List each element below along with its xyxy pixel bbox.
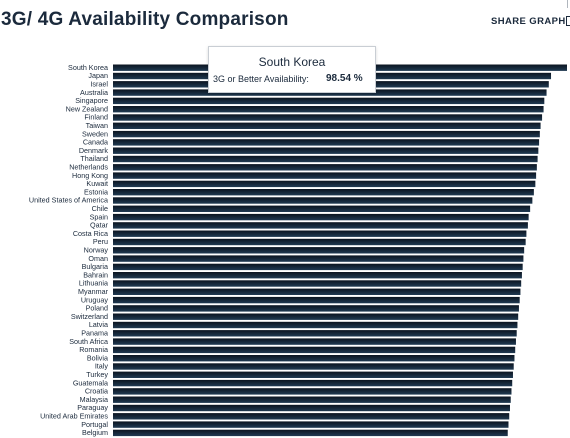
category-label: Hungary [81,436,109,438]
bar-taiwan[interactable] [113,122,541,129]
category-label: New Zealand [66,104,108,113]
bar-peru[interactable] [113,238,526,246]
category-label: Italy [95,362,109,371]
bar-panama[interactable] [113,330,517,337]
category-label: Canada [83,138,108,147]
bar-new-zealand[interactable] [113,106,544,113]
tooltip-metric-label: 3G or Better Availability: [213,74,309,84]
bar-latvia[interactable] [113,321,518,329]
category-label: Estonia [84,187,108,196]
bar-myanmar[interactable] [113,288,521,295]
bar-bulgaria[interactable] [113,263,523,271]
bar-canada[interactable] [113,139,540,146]
category-label: Spain [90,212,108,221]
category-label: Finland [84,113,108,122]
tooltip: South Korea 3G or Better Availability: 9… [208,46,376,93]
bar-denmark[interactable] [113,147,539,154]
category-label: South Africa [69,337,108,346]
bar-switzerland[interactable] [113,313,519,320]
category-label: Belgium [82,428,108,437]
bar-norway[interactable] [113,247,525,254]
category-label: Romania [79,345,108,354]
bar-poland[interactable] [113,305,519,312]
category-label: Hong Kong [72,171,108,180]
chart-title: 3G/ 4G Availability Comparison [1,9,289,30]
bar-finland[interactable] [113,114,543,121]
category-label: Sweden [82,129,108,138]
category-label: Norway [84,246,109,255]
category-label: South Korea [68,63,108,72]
category-label: Oman [88,254,108,263]
category-label: Thailand [80,154,108,163]
bar-south-africa[interactable] [113,338,516,345]
bar-sweden[interactable] [113,130,540,138]
share-icon[interactable] [566,16,570,26]
category-label: Bulgaria [82,262,108,271]
category-label: United States of America [29,196,108,205]
divider [567,0,568,8]
category-label: Turkey [86,370,108,379]
bar-chile[interactable] [113,205,531,212]
bar-estonia[interactable] [113,189,534,196]
bar-qatar[interactable] [113,222,528,229]
category-label: Qatar [90,221,109,230]
category-label: Poland [86,304,108,313]
category-label: Chile [92,204,108,213]
category-label: Denmark [79,146,109,155]
category-label: Guatemala [73,378,108,387]
category-label: Netherlands [69,163,108,172]
category-label: Myanmar [78,287,109,296]
category-label: Croatia [85,387,108,396]
category-label: Portugal [81,420,108,429]
bar-guatemala[interactable] [113,379,513,387]
bar-bahrain[interactable] [113,272,522,279]
bar-romania[interactable] [113,346,516,354]
bar-kuwait[interactable] [113,180,536,188]
category-label: Taiwan [86,121,108,130]
category-label: Latvia [89,320,108,329]
category-label: Kuwait [86,179,108,188]
tooltip-title: South Korea [258,55,326,69]
bar-netherlands[interactable] [113,164,537,171]
bar-italy[interactable] [113,363,514,370]
bar-paraguay[interactable] [113,404,510,412]
category-label: Bahrain [83,270,108,279]
bar-bolivia[interactable] [113,355,515,362]
bar-united-arab-emirates[interactable] [113,413,510,420]
bar-hong-kong[interactable] [113,172,537,179]
category-label: Uruguay [81,295,109,304]
category-label: Israel [90,80,108,89]
bar-lithuania[interactable] [113,280,522,287]
bar-uruguay[interactable] [113,296,520,304]
bar-oman[interactable] [113,255,524,262]
category-label: United Arab Emirates [40,412,108,421]
category-label: Panama [81,329,108,338]
category-label: Switzerland [71,312,108,321]
bar-thailand[interactable] [113,155,538,163]
bar-united-states-of-america[interactable] [113,197,533,204]
category-label: Lithuania [79,279,108,288]
category-label: Singapore [75,96,108,105]
bar-singapore[interactable] [113,97,545,105]
tooltip-value: 98.54 % [326,73,363,84]
bar-turkey[interactable] [113,371,513,378]
category-label: Bolivia [87,353,108,362]
bar-spain[interactable] [113,213,529,221]
bar-croatia[interactable] [113,388,512,395]
bar-costa-rica[interactable] [113,230,527,237]
category-label: Japan [88,71,108,80]
category-label: Australia [80,88,108,97]
category-label: Peru [93,237,108,246]
bar-malaysia[interactable] [113,396,511,403]
bar-portugal[interactable] [113,421,509,428]
share-graph-button[interactable]: SHARE GRAPH [491,16,566,27]
category-label: Paraguay [77,403,108,412]
category-label: Costa Rica [73,229,108,238]
category-label: Malaysia [80,395,108,404]
bar-belgium[interactable] [113,429,508,437]
